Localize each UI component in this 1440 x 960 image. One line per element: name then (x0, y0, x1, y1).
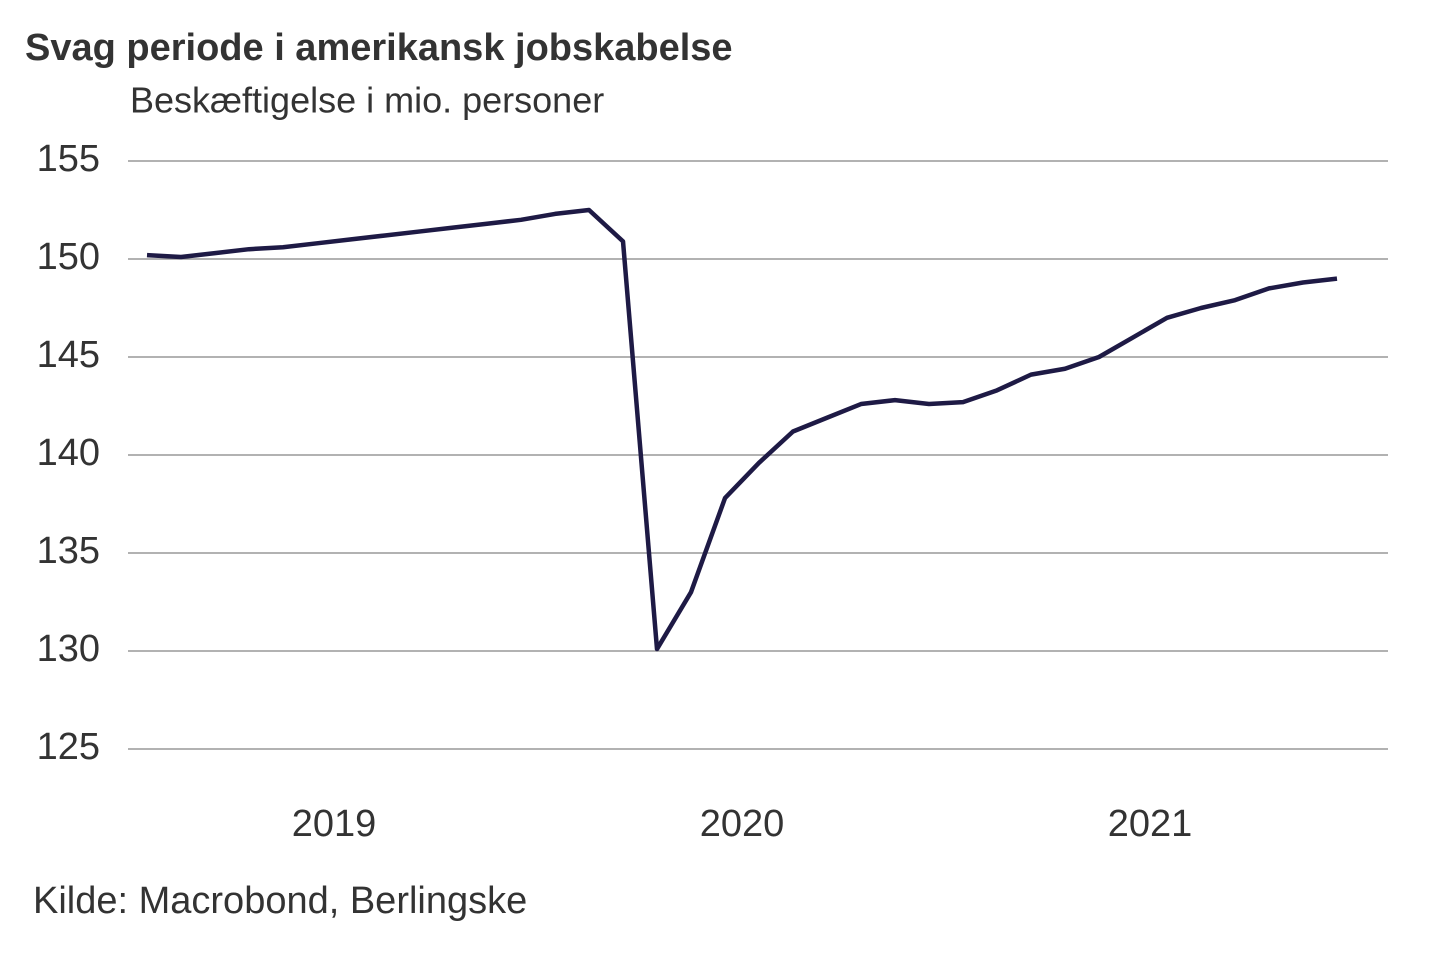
chart-title: Svag periode i amerikansk jobskabelse (25, 27, 733, 69)
y-tick-label: 145 (37, 334, 100, 376)
y-tick-label: 125 (37, 726, 100, 768)
x-tick-label: 2019 (292, 803, 377, 845)
line (146, 207, 1338, 652)
y-tick-label: 155 (37, 138, 100, 180)
y-tick-label: 150 (37, 236, 100, 278)
y-tick-label: 135 (37, 530, 100, 572)
source: Kilde: Macrobond, Berlingske (33, 880, 527, 922)
y-tick-label: 140 (37, 432, 100, 474)
y-tick-label: 130 (37, 628, 100, 670)
x-tick-label: 2021 (1108, 803, 1193, 845)
chart-subtitle: Beskæftigelse i mio. personer (130, 80, 604, 121)
x-tick-label: 2020 (700, 803, 785, 845)
